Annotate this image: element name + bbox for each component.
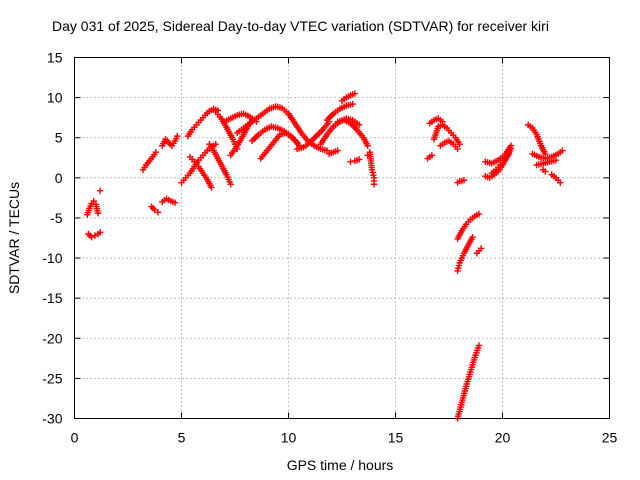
data-point bbox=[475, 342, 483, 349]
y-tick-label: 5 bbox=[55, 130, 63, 146]
data-point bbox=[90, 197, 97, 205]
data-point bbox=[355, 121, 363, 129]
data-point bbox=[477, 245, 485, 252]
x-tick-label: 5 bbox=[178, 430, 186, 446]
data-point bbox=[174, 132, 181, 140]
x-axis-ticks: 0 5 10 15 20 25 bbox=[71, 57, 618, 446]
x-tick-label: 20 bbox=[495, 430, 511, 446]
data-point bbox=[370, 181, 378, 188]
data-points bbox=[84, 90, 566, 422]
y-tick-label: -25 bbox=[42, 370, 62, 386]
data-point bbox=[460, 177, 468, 184]
data-point bbox=[355, 156, 363, 163]
data-point bbox=[351, 90, 359, 97]
data-point bbox=[96, 187, 104, 194]
y-axis-ticks: -30 -25 -20 -15 -10 -5 0 5 10 15 bbox=[42, 50, 610, 427]
data-point bbox=[212, 140, 219, 148]
data-point bbox=[154, 209, 162, 216]
data-point bbox=[347, 158, 354, 165]
data-point bbox=[557, 179, 564, 186]
x-tick-label: 10 bbox=[281, 430, 297, 446]
y-tick-label: -10 bbox=[42, 250, 62, 266]
data-point bbox=[171, 199, 179, 206]
data-point bbox=[208, 184, 215, 191]
data-point bbox=[505, 150, 513, 157]
data-point bbox=[559, 147, 566, 154]
data-point bbox=[475, 210, 483, 218]
data-point bbox=[96, 229, 104, 236]
data-point bbox=[88, 233, 95, 241]
data-point bbox=[91, 232, 99, 239]
data-point bbox=[456, 140, 463, 148]
data-point bbox=[542, 168, 549, 175]
data-point bbox=[454, 145, 461, 153]
x-tick-label: 0 bbox=[71, 430, 79, 446]
data-point bbox=[94, 209, 102, 217]
chart-title: Day 031 of 2025, Sidereal Day-to-day VTE… bbox=[52, 18, 549, 34]
y-tick-label: 0 bbox=[55, 170, 63, 186]
data-point bbox=[227, 181, 234, 188]
y-tick-label: -15 bbox=[42, 290, 62, 306]
y-tick-label: -5 bbox=[50, 210, 63, 226]
data-point bbox=[507, 142, 515, 149]
data-point bbox=[364, 142, 371, 149]
plot-frame bbox=[74, 57, 610, 419]
data-point bbox=[151, 206, 158, 214]
y-axis-label: SDTVAR / TECUs bbox=[6, 182, 22, 294]
y-tick-label: 15 bbox=[47, 50, 63, 66]
data-point bbox=[152, 148, 160, 156]
x-tick-label: 25 bbox=[602, 430, 618, 446]
grid-lines bbox=[74, 57, 610, 419]
data-point bbox=[469, 233, 476, 241]
data-point bbox=[334, 147, 341, 154]
data-point bbox=[428, 152, 436, 159]
y-tick-label: -30 bbox=[42, 411, 62, 427]
data-point bbox=[349, 100, 356, 108]
y-tick-label: 10 bbox=[47, 90, 63, 106]
x-tick-label: 15 bbox=[388, 430, 404, 446]
x-axis-label: GPS time / hours bbox=[287, 457, 394, 473]
data-point bbox=[323, 147, 331, 154]
data-point bbox=[552, 156, 560, 164]
y-tick-label: -20 bbox=[42, 330, 62, 346]
